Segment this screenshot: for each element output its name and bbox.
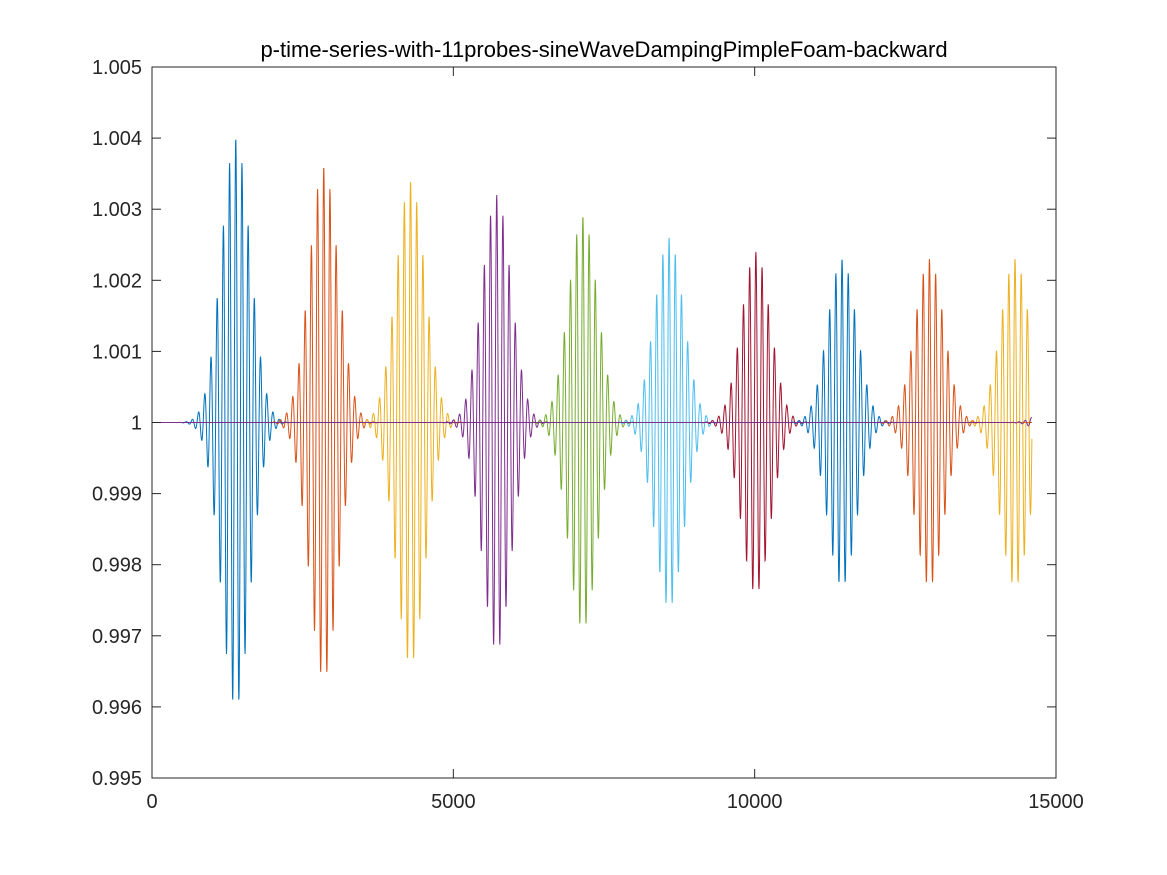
chart-title: p-time-series-with-11probes-sineWaveDamp…: [260, 37, 947, 62]
y-tick-label: 0.996: [92, 697, 142, 719]
x-tick-label: 10000: [727, 791, 783, 813]
y-tick-label: 0.999: [92, 484, 142, 506]
y-tick-label: 1.004: [92, 128, 142, 150]
y-tick-label: 1.001: [92, 341, 142, 363]
series-layer: [152, 139, 1033, 700]
y-tick-label: 1.005: [92, 57, 142, 79]
y-tick-label: 0.995: [92, 768, 142, 790]
x-tick-label: 5000: [431, 791, 476, 813]
y-tick-label: 1.002: [92, 270, 142, 292]
x-tick-label: 15000: [1028, 791, 1084, 813]
y-tick-label: 1.003: [92, 199, 142, 221]
tick-layer: 0 5000 10000 15000 0.995 0.996 0.997 0.998 0.999…: [92, 57, 1084, 813]
y-tick-label: 0.998: [92, 555, 142, 577]
series-line-11: [152, 416, 1033, 427]
y-tick-label: 0.997: [92, 626, 142, 648]
y-tick-label: 1: [131, 413, 142, 435]
x-tick-label: 0: [146, 791, 157, 813]
